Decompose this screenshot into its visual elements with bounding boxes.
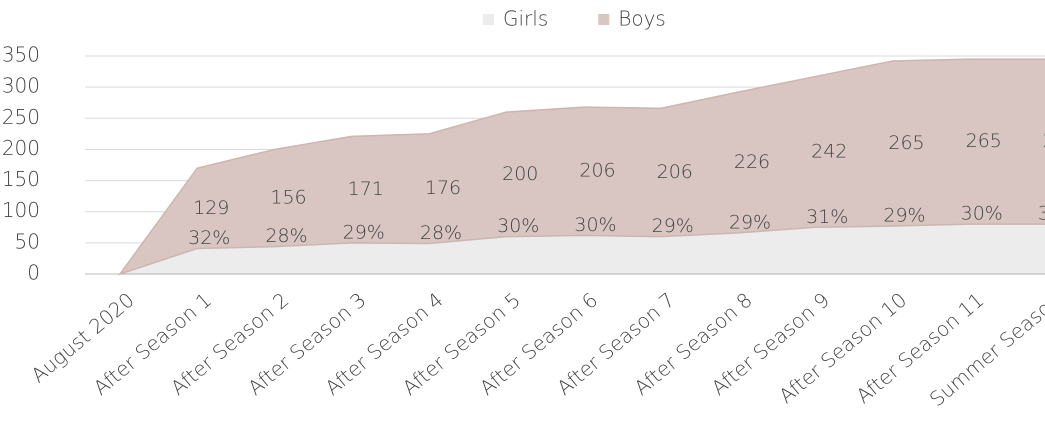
- y-tick-label: 100: [2, 198, 40, 222]
- data-label: 226: [734, 151, 770, 173]
- data-label: 242: [811, 140, 847, 162]
- data-label: 200: [502, 163, 538, 185]
- share-label: 29%: [729, 211, 771, 233]
- y-tick-label: 0: [27, 261, 40, 285]
- share-label: 30%: [574, 214, 616, 236]
- share-label: 31%: [806, 206, 848, 228]
- legend-label: Boys: [618, 7, 666, 31]
- legend-swatch: [483, 14, 494, 25]
- y-tick-label: 150: [2, 167, 40, 191]
- data-label: 206: [579, 160, 615, 182]
- share-label: 30%: [497, 215, 539, 237]
- share-label: 28%: [420, 222, 462, 244]
- legend-swatch: [598, 14, 610, 25]
- data-label: 171: [348, 178, 384, 200]
- share-label: 32%: [188, 227, 230, 249]
- x-tick-label: After Season 10: [774, 288, 911, 408]
- data-label: 176: [425, 177, 461, 199]
- y-tick-label: 200: [2, 136, 40, 160]
- data-label: 129: [193, 197, 229, 219]
- legend-label: Girls: [503, 7, 548, 31]
- y-tick-label: 300: [2, 74, 40, 98]
- area: [118, 58, 1045, 276]
- share-label: 30%: [1038, 203, 1045, 225]
- data-label: 265: [1043, 130, 1045, 152]
- share-label: 28%: [265, 225, 307, 247]
- data-label: 156: [270, 187, 306, 209]
- data-label: 265: [966, 130, 1002, 152]
- y-tick-label: 250: [2, 105, 40, 129]
- share-label: 29%: [883, 205, 925, 227]
- share-label: 30%: [961, 203, 1003, 225]
- data-label: 265: [888, 132, 924, 154]
- share-label: 29%: [652, 215, 694, 237]
- share-label: 29%: [343, 221, 385, 243]
- y-tick-label: 50: [15, 229, 40, 253]
- x-tick-label: After Season 11: [851, 288, 988, 408]
- y-tick-label: 350: [2, 43, 40, 67]
- data-label: 206: [657, 161, 693, 183]
